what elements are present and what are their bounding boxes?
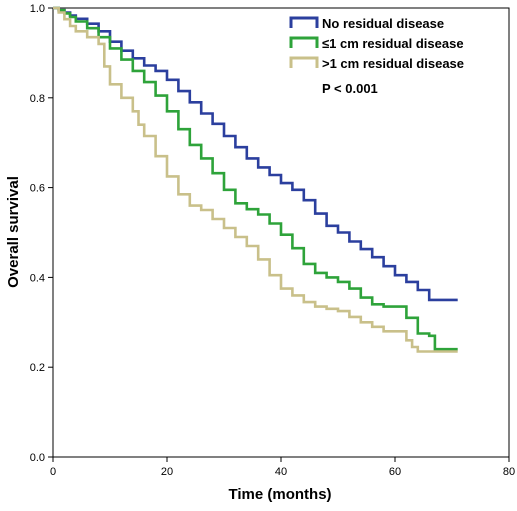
y-tick-label: 0.6: [30, 183, 45, 195]
y-tick-label: 0.0: [30, 452, 45, 464]
series-layer: [53, 6, 458, 353]
y-tick-label: 0.8: [30, 93, 45, 105]
p-value-annotation: P < 0.001: [322, 81, 378, 96]
legend-label-3: >1 cm residual disease: [322, 56, 464, 71]
legend-swatch-3: [289, 56, 319, 68]
legend-swatch-1: [289, 16, 319, 28]
series-line-3: [53, 6, 458, 353]
legend-label-1: No residual disease: [322, 16, 444, 31]
x-tick-label: 60: [389, 466, 401, 478]
legend: No residual disease ≤1 cm residual diseas…: [289, 16, 464, 71]
x-tick-label: 80: [503, 466, 515, 478]
x-tick-label: 40: [275, 466, 287, 478]
y-tick-label: 1.0: [30, 3, 45, 15]
legend-swatch-2: [289, 36, 319, 48]
axes: 0 20 40 60 80 0.0 0.2 0.4 0.6 0.8 1.0: [30, 3, 515, 478]
x-tick-label: 20: [161, 466, 173, 478]
legend-label-2: ≤1 cm residual disease: [322, 36, 464, 51]
x-axis-label: Time (months): [228, 486, 331, 503]
y-axis-label: Overall survival: [5, 176, 22, 288]
y-tick-label: 0.4: [30, 272, 45, 284]
x-tick-label: 0: [50, 466, 56, 478]
y-tick-label: 0.2: [30, 362, 45, 374]
